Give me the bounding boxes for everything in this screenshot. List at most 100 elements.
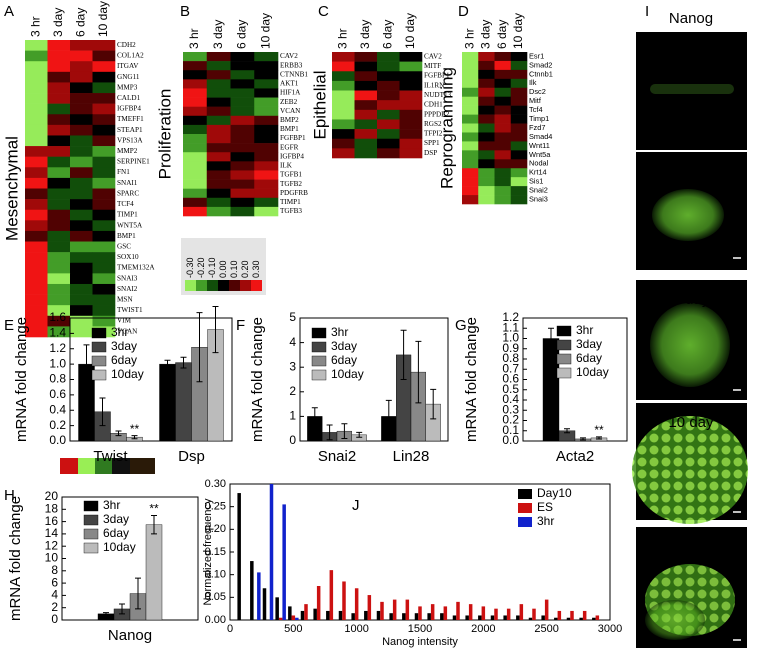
error-bar <box>164 359 171 369</box>
heatmap-cell <box>230 161 255 171</box>
legend-label: 10day <box>331 367 364 381</box>
histogram-bar <box>430 604 435 620</box>
legend-swatch <box>311 355 327 367</box>
heatmap-cell <box>510 177 528 187</box>
error-bar <box>99 397 106 427</box>
heatmap-cell <box>70 114 93 126</box>
histogram-bar <box>427 613 431 620</box>
heatmap-cell <box>70 82 93 94</box>
panel-label: C <box>318 3 329 20</box>
heatmap-cell <box>230 106 255 117</box>
axes-frame <box>299 317 449 442</box>
heatmap-cell <box>377 90 400 101</box>
row-label: SOX10 <box>117 253 139 261</box>
colorbar-tick-label: -0.30 <box>185 257 195 278</box>
column-label: 6 day <box>235 20 249 49</box>
heatmap-cell <box>47 220 71 232</box>
y-axis-label: mRNA fold change <box>249 317 266 442</box>
y-axis-label: Normalized frequency <box>202 498 214 605</box>
heatmap-cell <box>206 52 231 62</box>
error-bar <box>415 340 422 404</box>
heatmap-cell <box>206 106 231 117</box>
histogram-bar <box>237 493 241 620</box>
row-label: CTNNB1 <box>280 70 308 78</box>
heatmap-cell <box>510 52 528 62</box>
row-label: PPPDE2 <box>424 110 450 118</box>
heatmap-cell <box>494 141 512 151</box>
heatmap-cell <box>332 100 355 111</box>
legend-swatch <box>83 500 99 512</box>
column-label: 6 day <box>495 20 509 49</box>
y-tick-label: 4 <box>289 335 296 349</box>
heatmap-cell <box>510 87 528 98</box>
heatmap-cell <box>254 79 279 89</box>
row-label: Krt14 <box>529 168 547 177</box>
row-label: ERBB3 <box>280 61 303 69</box>
heatmap-cell <box>462 87 479 98</box>
row-label: TCF4 <box>117 200 134 208</box>
y-tick-label: 0.0 <box>49 433 66 447</box>
heatmap-cell <box>462 114 479 124</box>
row-label: SPARC <box>117 189 139 197</box>
heatmap-cell <box>47 124 71 136</box>
y-axis-label: mRNA fold change <box>7 496 24 621</box>
heatmap-cell <box>230 97 255 107</box>
row-label: CDH1 <box>424 101 443 109</box>
histogram-bar <box>456 601 460 620</box>
colorbar-tick-label: -0.20 <box>196 257 206 278</box>
heatmap-cell <box>332 109 355 120</box>
histogram-bar <box>300 610 305 620</box>
legend-swatch <box>311 341 327 353</box>
y-tick-label: 1.2 <box>502 310 519 324</box>
y-tick-label: 1.1 <box>502 320 519 334</box>
legend-label: 6day <box>111 353 137 367</box>
heatmap-cell <box>183 79 208 89</box>
heatmap-cell <box>332 138 355 149</box>
y-tick-label: 1.0 <box>49 356 66 370</box>
legend-swatch <box>556 353 572 365</box>
error-bar <box>548 327 554 350</box>
heatmap-cell <box>47 135 71 147</box>
heatmap-cell <box>254 70 279 80</box>
annotation: ** <box>149 502 159 516</box>
x-tick-label: Snai2 <box>318 448 356 465</box>
heatmap-cell <box>70 40 93 51</box>
error-bar <box>311 407 318 426</box>
heatmap-cell <box>70 135 93 147</box>
x-tick-label: 2000 <box>471 623 495 635</box>
heatmap-cell <box>254 152 279 162</box>
heatmap-cell <box>332 90 355 101</box>
heatmap-cell <box>254 124 279 135</box>
row-label: IGFBP4 <box>280 152 304 160</box>
heatmap-title: Epithelial <box>310 71 329 140</box>
heatmap-cell <box>206 134 231 144</box>
histogram-bar <box>351 613 355 620</box>
heatmap-cell <box>510 150 528 160</box>
column-label: 3 day <box>479 20 493 49</box>
colorbar-swatch <box>240 280 251 291</box>
legend-swatch <box>518 517 532 527</box>
heatmap-cell <box>377 129 400 140</box>
heatmap-cell <box>478 123 495 133</box>
y-tick-label: 1.6 <box>49 310 66 324</box>
heatmap-cell <box>25 167 48 179</box>
heatmap-cell <box>70 177 93 189</box>
heatmap-cell <box>399 100 423 111</box>
heatmap-cell <box>510 114 528 124</box>
heatmap-cell <box>47 315 71 327</box>
histogram-bar <box>595 615 600 620</box>
legend-swatch <box>518 503 532 513</box>
heatmap-cell <box>230 179 255 189</box>
heatmap-cell <box>92 305 116 317</box>
column-label: 3 hr <box>28 16 42 37</box>
bar <box>542 338 560 442</box>
heatmap-cell <box>92 135 116 147</box>
heatmap-cell <box>377 109 400 120</box>
heatmap-cell <box>478 177 495 187</box>
row-label: MMP3 <box>117 83 138 91</box>
legend-label: 6day <box>103 526 129 540</box>
colorbar-tick-label: 0.20 <box>240 260 250 278</box>
histogram-bar <box>440 613 444 620</box>
row-label: ITGAV <box>117 62 139 70</box>
heatmap-cell <box>206 170 231 180</box>
